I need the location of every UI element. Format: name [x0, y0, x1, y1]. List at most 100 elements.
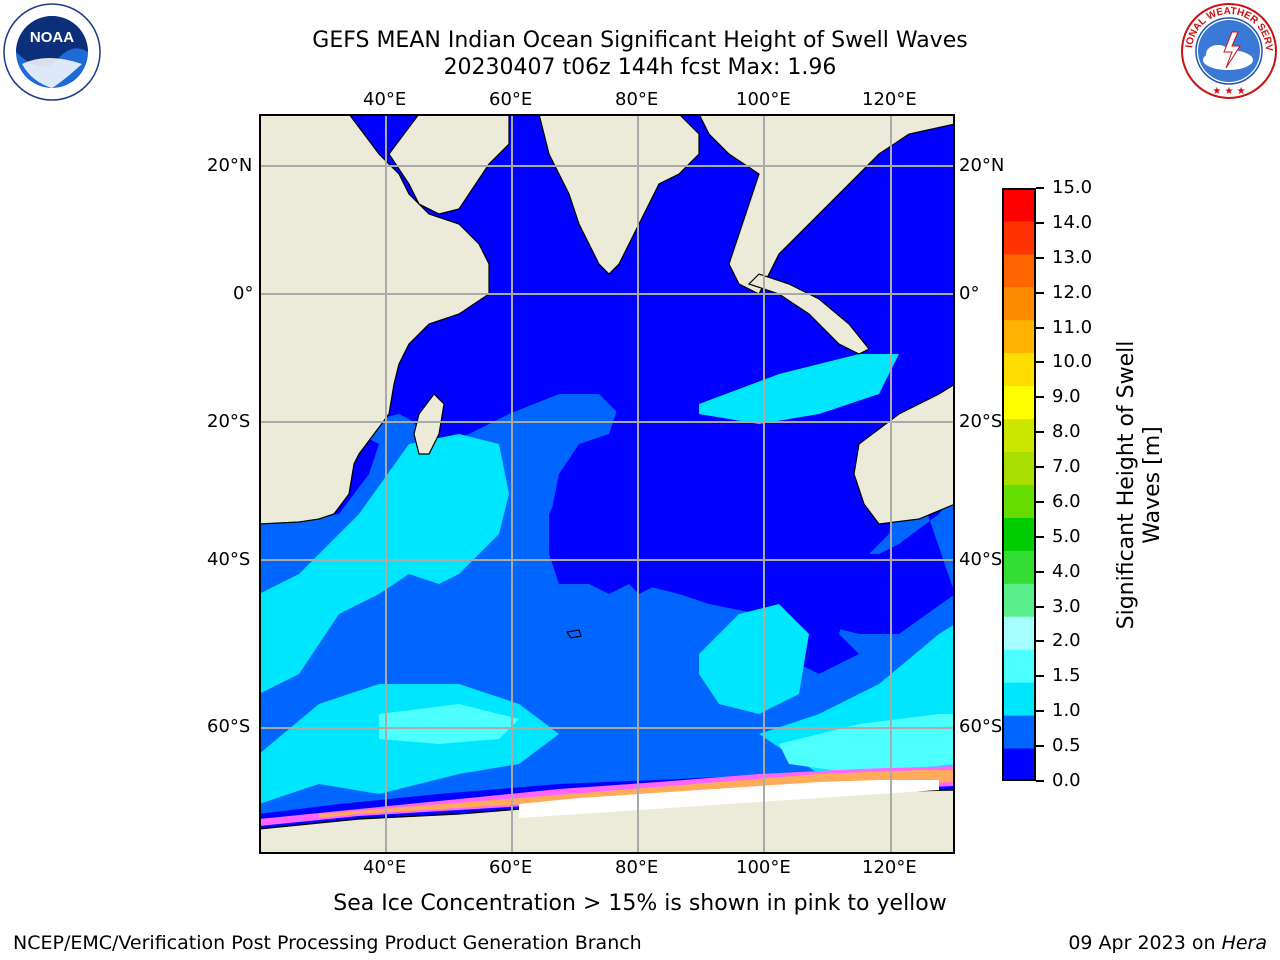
land-india — [538, 114, 700, 275]
colorbar-tick-label: 5.0 — [1052, 525, 1081, 547]
colorbar-tick-mark — [1036, 710, 1044, 713]
colorbar-tick-label: 15.0 — [1052, 177, 1093, 198]
lat-label-right-20n: 20°N — [959, 155, 1005, 176]
land-arabia — [388, 114, 510, 215]
svg-text:★ ★ ★: ★ ★ ★ — [1212, 86, 1245, 97]
colorbar-segment — [1002, 286, 1036, 321]
land-kerguelen — [565, 629, 582, 639]
map-svg — [259, 114, 955, 854]
colorbar-tick-label: 1.5 — [1052, 665, 1081, 687]
colorbar-tick-label: 11.0 — [1052, 316, 1093, 338]
footer-right: 09 Apr 2023 on Hera — [1068, 932, 1267, 954]
nws-logo: NATIONAL WEATHER SERVICE ★ ★ ★ — [1180, 2, 1278, 100]
colorbar-label-line1: Significant Height of Swell — [1114, 340, 1139, 630]
moderate-swell-patch-west — [259, 434, 509, 694]
lon-label-top-40e: 40°E — [363, 89, 407, 110]
colorbar-tick-label: 0.0 — [1052, 770, 1081, 791]
colorbar-tick-labels: 15.0 14.0 13.0 12.0 11.0 10.0 9.0 8.0 7.0 6.0 5.0 4… — [1036, 0, 1120, 960]
colorbar-segment — [1002, 550, 1036, 584]
map-frame — [259, 114, 955, 854]
footer-host: Hera — [1221, 932, 1267, 954]
colorbar-segment — [1002, 649, 1036, 683]
colorbar-tick-mark — [1036, 745, 1044, 748]
graticule — [259, 114, 955, 854]
lon-label-top-60e: 60°E — [489, 89, 533, 110]
land-australia — [853, 383, 955, 525]
noaa-logo-text: NOAA — [30, 29, 74, 46]
land-ice-fringe — [519, 780, 939, 818]
colorbar-tick-mark — [1036, 361, 1044, 364]
colorbar-label-line2: Waves [m] — [1140, 426, 1165, 544]
colorbar-tick-label: 3.0 — [1052, 595, 1081, 617]
colorbar-tick-mark — [1036, 431, 1044, 434]
lat-label-left-20s: 20°S — [207, 411, 251, 432]
colorbar-segment — [1002, 418, 1036, 453]
colorbar-segment — [1002, 484, 1036, 518]
chart-subtitle: 20230407 t06z 144h fcst Max: 1.96 — [443, 55, 837, 80]
colorbar-tick-label: 4.0 — [1052, 560, 1081, 582]
colorbar-segment — [1002, 188, 1036, 222]
colorbar-tick-label: 13.0 — [1052, 246, 1093, 268]
lat-label-right-60s: 60°S — [959, 716, 1003, 737]
colorbar-tick-mark — [1036, 187, 1044, 189]
lat-label-left-40s: 40°S — [207, 549, 251, 570]
colorbar-tick-label: 6.0 — [1052, 490, 1081, 512]
colorbar-tick-mark — [1036, 466, 1044, 469]
colorbar-tick-mark — [1036, 640, 1044, 643]
lat-label-right-0: 0° — [959, 283, 980, 304]
lon-label-bottom-40e: 40°E — [363, 857, 407, 878]
footer-date: 09 Apr 2023 on — [1068, 932, 1222, 954]
lon-label-top-120e: 120°E — [862, 89, 917, 110]
colorbar-tick-label: 12.0 — [1052, 281, 1093, 303]
colorbar-tick-mark — [1036, 535, 1044, 538]
colorbar-segment — [1002, 385, 1036, 420]
lon-label-top-100e: 100°E — [736, 89, 791, 110]
sea-ice-caption: Sea Ice Concentration > 15% is shown in … — [333, 891, 947, 916]
colorbar-tick-mark — [1036, 396, 1044, 399]
colorbar-segment — [1002, 451, 1036, 485]
colorbar-segment — [1002, 715, 1036, 749]
colorbar-segment — [1002, 682, 1036, 716]
colorbar-tick-mark — [1036, 780, 1044, 782]
moderate-swell-patch-south-center — [699, 604, 809, 714]
colorbar-tick-mark — [1036, 570, 1044, 573]
lon-label-bottom-100e: 100°E — [736, 857, 791, 878]
lat-label-left-60s: 60°S — [207, 716, 251, 737]
colorbar-tick-label: 9.0 — [1052, 386, 1081, 408]
lat-label-left-0: 0° — [233, 283, 254, 304]
lat-label-right-40s: 40°S — [959, 549, 1003, 570]
map-panel — [259, 114, 955, 854]
colorbar-segment — [1002, 616, 1036, 650]
lat-label-right-20s: 20°S — [959, 411, 1003, 432]
colorbar-tick-label: 1.0 — [1052, 700, 1081, 722]
colorbar-tick-label: 8.0 — [1052, 421, 1081, 443]
colorbar-tick-label: 2.0 — [1052, 630, 1081, 652]
colorbar-tick-label: 0.5 — [1052, 735, 1081, 757]
colorbar-segment — [1002, 220, 1036, 255]
colorbar-segment — [1002, 319, 1036, 354]
colorbar-tick-mark — [1036, 605, 1044, 608]
colorbar-tick-mark — [1036, 675, 1044, 678]
lon-label-bottom-120e: 120°E — [862, 857, 917, 878]
lon-label-top-80e: 80°E — [615, 89, 659, 110]
chart-title: GEFS MEAN Indian Ocean Significant Heigh… — [312, 28, 968, 53]
moderate-swell-patch-southwest-light — [379, 704, 519, 744]
colorbar-segment — [1002, 253, 1036, 288]
colorbar-frame — [1002, 188, 1036, 781]
noaa-logo: NOAA — [2, 2, 102, 102]
lat-label-left-20n: 20°N — [207, 155, 253, 176]
low-swell-region-central — [549, 354, 929, 674]
colorbar-svg — [1002, 188, 1036, 781]
colorbar-tick-mark — [1036, 221, 1044, 224]
moderate-swell-patch-east — [699, 354, 899, 424]
colorbar-tick-mark — [1036, 291, 1044, 294]
colorbar-segment — [1002, 583, 1036, 617]
colorbar-tick-mark — [1036, 256, 1044, 259]
lon-label-bottom-60e: 60°E — [489, 857, 533, 878]
colorbar-tick-label: 14.0 — [1052, 211, 1093, 233]
colorbar-tick-label: 10.0 — [1052, 351, 1093, 373]
colorbar-segment — [1002, 517, 1036, 551]
colorbar-tick-mark — [1036, 326, 1044, 329]
colorbar-tick-label: 7.0 — [1052, 456, 1081, 478]
colorbar-segment — [1002, 748, 1036, 781]
